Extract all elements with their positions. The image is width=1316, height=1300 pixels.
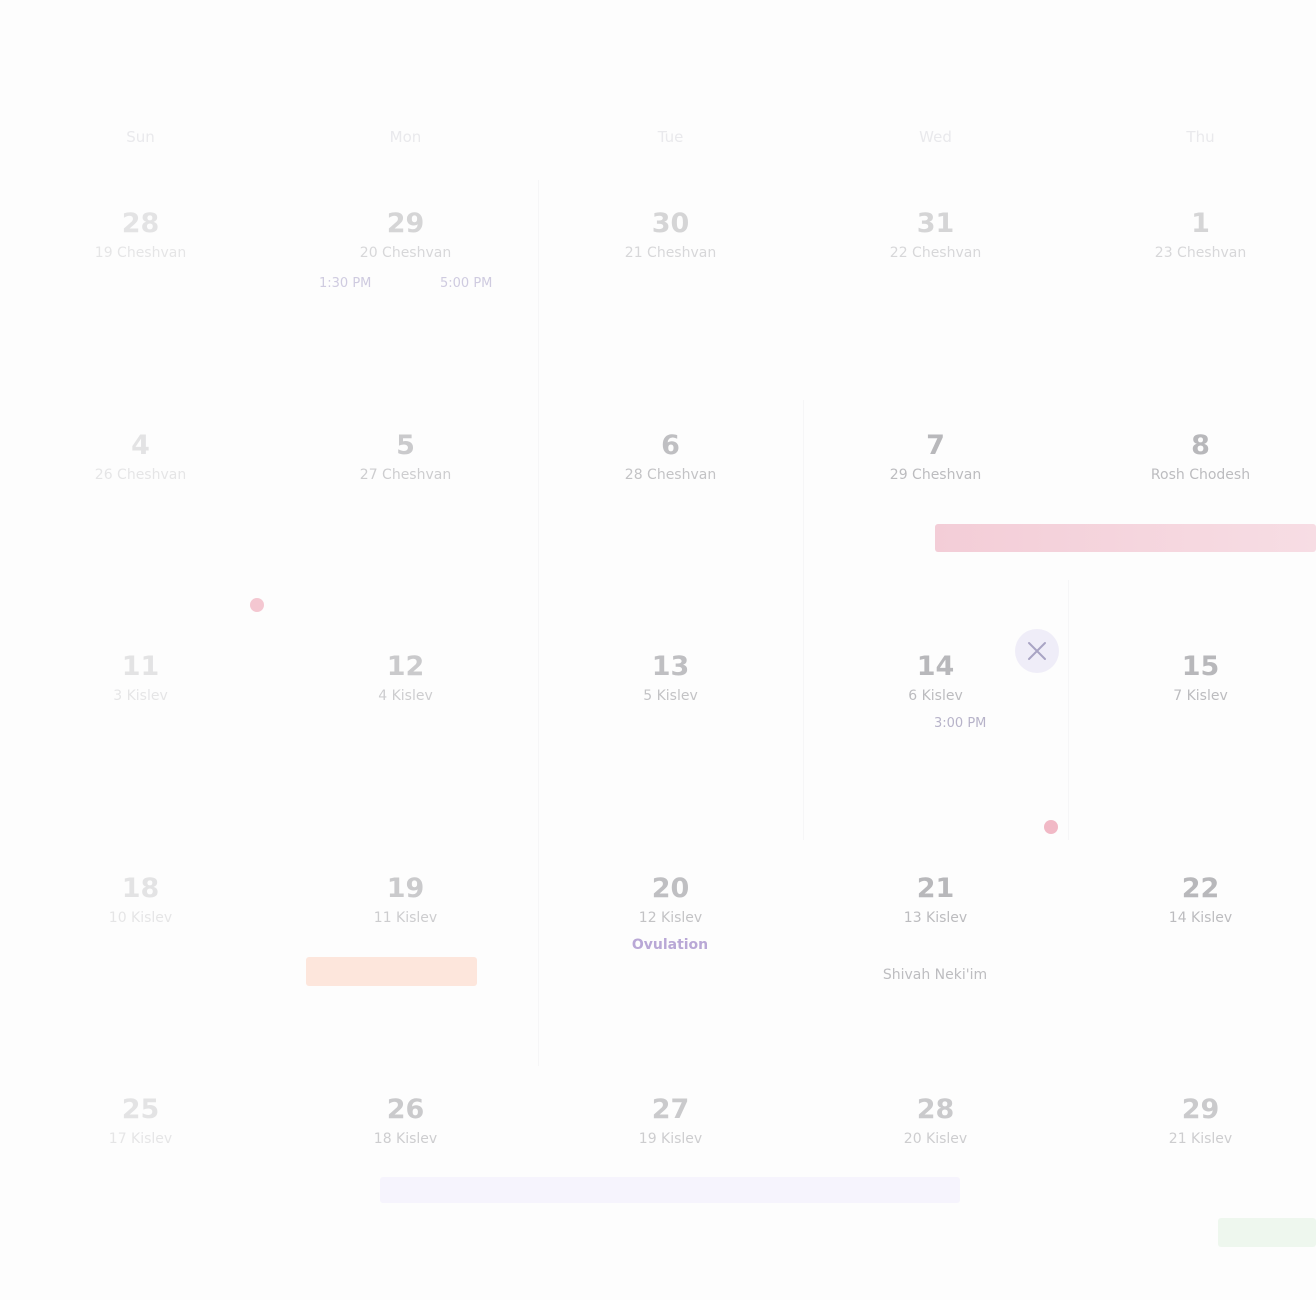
hebrew-date: 20 Kislev <box>903 1131 968 1147</box>
day-cell[interactable]: 29 21 Kislev <box>1068 1066 1316 1287</box>
period-dot <box>1044 820 1058 834</box>
hebrew-date: 13 Kislev <box>903 909 968 926</box>
hebrew-date: 5 Kislev <box>643 688 698 704</box>
grid-divider <box>1068 580 1069 840</box>
period-bar[interactable] <box>935 524 1316 552</box>
day-cell[interactable]: 29 20 Cheshvan <box>273 180 538 401</box>
day-cell[interactable]: 5 27 Cheshvan <box>273 402 538 623</box>
day-number: 15 <box>1181 651 1220 682</box>
day-cell[interactable]: 14 6 Kislev <box>803 623 1068 844</box>
day-number: 14 <box>916 651 955 682</box>
day-cell[interactable]: 12 4 Kislev <box>273 623 538 844</box>
day-cell[interactable]: 7 29 Cheshvan <box>803 402 1068 623</box>
hebrew-date: 10 Kislev <box>108 909 173 926</box>
event-end-time[interactable]: 5:00 PM <box>440 276 493 291</box>
day-cell[interactable]: 31 22 Cheshvan <box>803 180 1068 401</box>
day-number: 12 <box>386 651 425 682</box>
close-icon <box>1028 642 1046 660</box>
hebrew-date: 29 Cheshvan <box>889 466 982 483</box>
day-cell[interactable]: 11 3 Kislev <box>8 623 273 844</box>
day-cell[interactable]: 28 19 Cheshvan <box>8 180 273 401</box>
hebrew-date: Rosh Chodesh <box>1150 466 1251 483</box>
hebrew-date: 21 Cheshvan <box>624 245 717 261</box>
day-cell[interactable]: 4 26 Cheshvan <box>8 402 273 623</box>
orange-bar[interactable] <box>306 957 477 986</box>
close-button[interactable] <box>1015 629 1059 673</box>
day-number: 30 <box>651 208 690 239</box>
hebrew-date: 21 Kislev <box>1168 1131 1233 1147</box>
hebrew-date: 19 Cheshvan <box>94 245 187 261</box>
day-number: 19 <box>386 872 425 904</box>
hebrew-date: 27 Cheshvan <box>359 466 452 483</box>
hebrew-date: 23 Cheshvan <box>1154 245 1247 261</box>
day-cell[interactable]: 30 21 Cheshvan <box>538 180 803 401</box>
weekday-sun: Sun <box>126 128 155 146</box>
hebrew-date: 26 Cheshvan <box>94 466 187 483</box>
event-start-time[interactable]: 1:30 PM <box>319 276 372 291</box>
day-cell[interactable]: 18 10 Kislev <box>8 845 273 1066</box>
day-cell[interactable]: 8 Rosh Chodesh <box>1068 402 1316 623</box>
hebrew-date: 14 Kislev <box>1168 909 1233 926</box>
weekday-tue: Tue <box>657 128 684 146</box>
weekday-thu: Thu <box>1186 128 1215 146</box>
day-number: 20 <box>651 872 690 904</box>
day-cell[interactable]: 27 19 Kislev <box>538 1066 803 1287</box>
day-cell[interactable]: 15 7 Kislev <box>1068 623 1316 844</box>
day-number: 27 <box>651 1094 690 1125</box>
hebrew-date: 6 Kislev <box>908 688 963 704</box>
day-cell[interactable]: 19 11 Kislev <box>273 845 538 1066</box>
day-number: 29 <box>1181 1094 1220 1125</box>
day-number: 13 <box>651 651 690 682</box>
day-number: 8 <box>1191 429 1210 461</box>
hebrew-date: 17 Kislev <box>108 1131 173 1147</box>
weekday-mon: Mon <box>389 128 422 146</box>
day-cell[interactable]: 20 12 Kislev <box>538 845 803 1066</box>
ovulation-label: Ovulation <box>631 937 709 953</box>
hebrew-date: 22 Cheshvan <box>889 245 982 261</box>
day-number: 29 <box>386 208 425 239</box>
hebrew-date: 11 Kislev <box>373 909 438 926</box>
period-dot <box>250 598 264 612</box>
day-cell[interactable]: 1 23 Cheshvan <box>1068 180 1316 401</box>
lavender-bar[interactable] <box>380 1177 960 1203</box>
day-number: 26 <box>386 1094 425 1125</box>
day-number: 4 <box>131 429 150 461</box>
day-number: 22 <box>1181 872 1220 904</box>
day-number: 31 <box>916 208 955 239</box>
hebrew-date: 12 Kislev <box>638 909 703 926</box>
day-number: 1 <box>1191 208 1210 239</box>
day-number: 28 <box>121 208 160 239</box>
grid-divider <box>803 400 804 840</box>
event-time[interactable]: 3:00 PM <box>934 716 987 731</box>
day-cell[interactable]: 13 5 Kislev <box>538 623 803 844</box>
day-number: 7 <box>926 429 945 461</box>
day-number: 11 <box>121 651 160 682</box>
hebrew-date: 20 Cheshvan <box>359 245 452 261</box>
day-cell[interactable]: 21 13 Kislev <box>803 845 1068 1066</box>
shivah-nekiim-label: Shivah Neki'im <box>882 967 988 983</box>
hebrew-date: 3 Kislev <box>113 688 168 704</box>
day-cell[interactable]: 25 17 Kislev <box>8 1066 273 1287</box>
hebrew-date: 19 Kislev <box>638 1131 703 1147</box>
day-number: 6 <box>661 429 680 461</box>
day-number: 28 <box>916 1094 955 1125</box>
green-bar[interactable] <box>1218 1218 1316 1247</box>
day-cell[interactable]: 22 14 Kislev <box>1068 845 1316 1066</box>
day-cell[interactable]: 6 28 Cheshvan <box>538 402 803 623</box>
hebrew-date: 18 Kislev <box>373 1131 438 1147</box>
grid-divider <box>538 180 539 1066</box>
hebrew-date: 28 Cheshvan <box>624 466 717 483</box>
day-number: 25 <box>121 1094 160 1125</box>
hebrew-date: 4 Kislev <box>378 688 433 704</box>
day-number: 18 <box>121 872 160 904</box>
day-cell[interactable]: 28 20 Kislev <box>803 1066 1068 1287</box>
weekday-wed: Wed <box>919 128 952 146</box>
day-number: 5 <box>396 429 415 461</box>
hebrew-date: 7 Kislev <box>1173 688 1228 704</box>
day-number: 21 <box>916 872 955 904</box>
day-cell[interactable]: 26 18 Kislev <box>273 1066 538 1287</box>
